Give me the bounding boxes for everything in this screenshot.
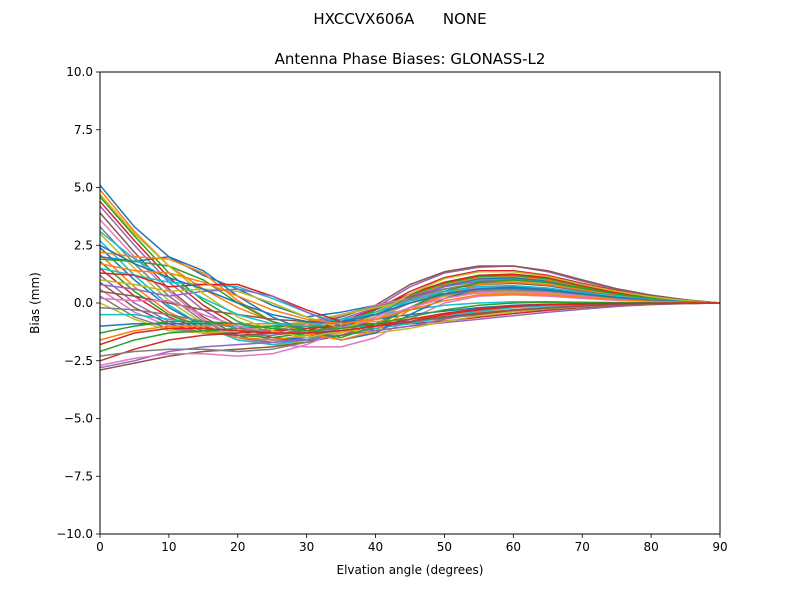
series-line	[99, 302, 720, 346]
plot-lines	[99, 184, 721, 371]
x-tick-label: 50	[437, 540, 452, 554]
y-axis: −10.0 −7.5 −5.0 −2.5 0.0 2.5 5.0 7.5 10.0	[56, 65, 100, 541]
chart-title: Antenna Phase Biases: GLONASS-L2	[275, 50, 546, 68]
y-tick-label: −2.5	[64, 354, 93, 368]
y-axis-label: Bias (mm)	[28, 272, 42, 334]
y-tick-label: −7.5	[64, 469, 93, 483]
x-tick-label: 20	[230, 540, 245, 554]
y-tick-label: 7.5	[74, 123, 93, 137]
series-line	[99, 200, 721, 341]
x-tick-label: 10	[161, 540, 176, 554]
x-tick-label: 70	[575, 540, 590, 554]
x-tick-label: 80	[643, 540, 658, 554]
y-tick-label: −5.0	[64, 412, 93, 426]
series-line	[99, 244, 721, 323]
x-axis-label: Elvation angle (degrees)	[337, 563, 484, 577]
x-axis: 0 10 20 30 40 50 60 70 80 90	[96, 534, 728, 554]
x-tick-label: 40	[368, 540, 383, 554]
series-line	[99, 193, 721, 339]
y-tick-label: 2.5	[74, 238, 93, 252]
x-tick-label: 60	[506, 540, 521, 554]
series-line	[99, 230, 721, 327]
y-tick-label: 5.0	[74, 181, 93, 195]
y-tick-label: 0.0	[74, 296, 93, 310]
figure-suptitle: HXCCVX606A NONE	[313, 10, 486, 28]
y-tick-label: 10.0	[66, 65, 93, 79]
series-line	[99, 262, 721, 325]
x-tick-label: 30	[299, 540, 314, 554]
series-line	[99, 212, 721, 346]
x-tick-label: 90	[712, 540, 727, 554]
x-tick-label: 0	[96, 540, 104, 554]
series-line	[99, 290, 721, 325]
y-tick-label: −10.0	[56, 527, 93, 541]
